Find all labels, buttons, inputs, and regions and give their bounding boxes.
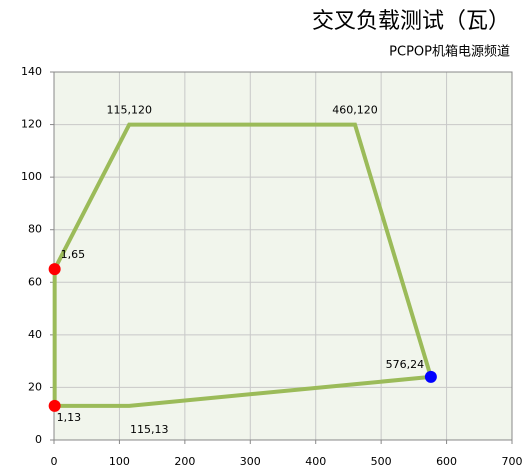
x-tick-label: 200 xyxy=(174,455,195,468)
y-tick-label: 140 xyxy=(21,65,42,78)
chart-title: 交叉负载测试（瓦） xyxy=(312,9,510,34)
chart-subtitle: PCPOP机箱电源频道 xyxy=(389,44,510,60)
x-tick-label: 100 xyxy=(109,455,130,468)
point-marker xyxy=(424,370,437,383)
point-marker xyxy=(48,399,61,412)
x-tick-label: 600 xyxy=(436,455,457,468)
x-tick-label: 500 xyxy=(371,455,392,468)
data-label: 460,120 xyxy=(332,104,378,117)
plot-area xyxy=(54,72,512,440)
data-label: 115,120 xyxy=(106,104,152,117)
y-tick-label: 60 xyxy=(28,275,42,288)
data-label: 1,65 xyxy=(61,248,85,261)
data-label: 1,13 xyxy=(57,411,81,424)
data-label: 115,13 xyxy=(130,423,169,436)
y-tick-label: 120 xyxy=(21,118,42,131)
y-tick-label: 40 xyxy=(28,328,42,341)
y-tick-label: 80 xyxy=(28,223,42,236)
x-tick-label: 400 xyxy=(305,455,326,468)
data-label: 576,24 xyxy=(386,358,425,371)
x-tick-label: 700 xyxy=(502,455,523,468)
x-tick-label: 0 xyxy=(51,455,58,468)
point-marker xyxy=(48,263,61,276)
plot-border xyxy=(53,71,513,441)
x-tick-label: 300 xyxy=(240,455,261,468)
y-tick-label: 100 xyxy=(21,170,42,183)
y-tick-label: 0 xyxy=(35,433,42,446)
y-tick-label: 20 xyxy=(28,380,42,393)
